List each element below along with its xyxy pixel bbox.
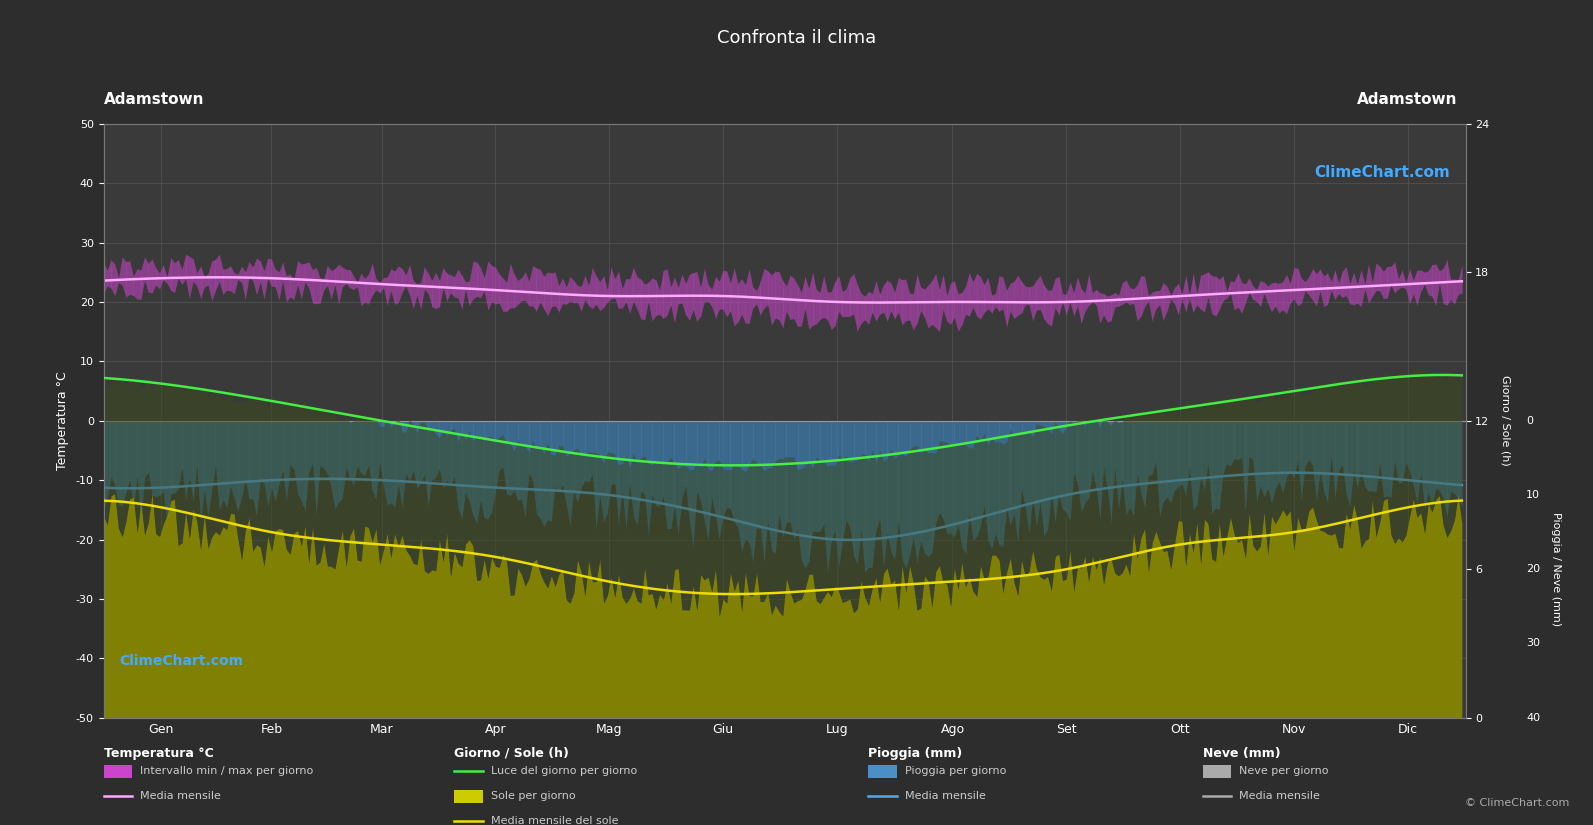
Text: Pioggia per giorno: Pioggia per giorno bbox=[905, 766, 1007, 776]
Text: ClimeChart.com: ClimeChart.com bbox=[1314, 165, 1450, 180]
Text: Media mensile del sole: Media mensile del sole bbox=[491, 816, 618, 825]
Y-axis label: Temperatura °C: Temperatura °C bbox=[56, 371, 68, 470]
Text: Intervallo min / max per giorno: Intervallo min / max per giorno bbox=[140, 766, 314, 776]
Text: Giorno / Sole (h): Giorno / Sole (h) bbox=[454, 747, 569, 760]
Text: 10: 10 bbox=[1526, 490, 1540, 500]
Text: Pioggia / Neve (mm): Pioggia / Neve (mm) bbox=[1552, 512, 1561, 626]
Text: Adamstown: Adamstown bbox=[1357, 92, 1458, 107]
Text: 0: 0 bbox=[1526, 416, 1532, 426]
Text: 40: 40 bbox=[1526, 713, 1540, 723]
Text: Media mensile: Media mensile bbox=[1239, 791, 1321, 801]
Text: Adamstown: Adamstown bbox=[104, 92, 204, 107]
Text: © ClimeChart.com: © ClimeChart.com bbox=[1464, 799, 1569, 808]
Text: Temperatura °C: Temperatura °C bbox=[104, 747, 213, 760]
Text: Neve (mm): Neve (mm) bbox=[1203, 747, 1281, 760]
Text: 20: 20 bbox=[1526, 564, 1540, 574]
Text: Sole per giorno: Sole per giorno bbox=[491, 791, 575, 801]
Text: 30: 30 bbox=[1526, 639, 1540, 648]
Y-axis label: Giorno / Sole (h): Giorno / Sole (h) bbox=[1501, 375, 1510, 466]
Text: Neve per giorno: Neve per giorno bbox=[1239, 766, 1329, 776]
Text: Confronta il clima: Confronta il clima bbox=[717, 29, 876, 47]
Text: Luce del giorno per giorno: Luce del giorno per giorno bbox=[491, 766, 637, 776]
Text: Media mensile: Media mensile bbox=[905, 791, 986, 801]
Text: Pioggia (mm): Pioggia (mm) bbox=[868, 747, 962, 760]
Text: Media mensile: Media mensile bbox=[140, 791, 221, 801]
Text: ClimeChart.com: ClimeChart.com bbox=[119, 654, 244, 668]
